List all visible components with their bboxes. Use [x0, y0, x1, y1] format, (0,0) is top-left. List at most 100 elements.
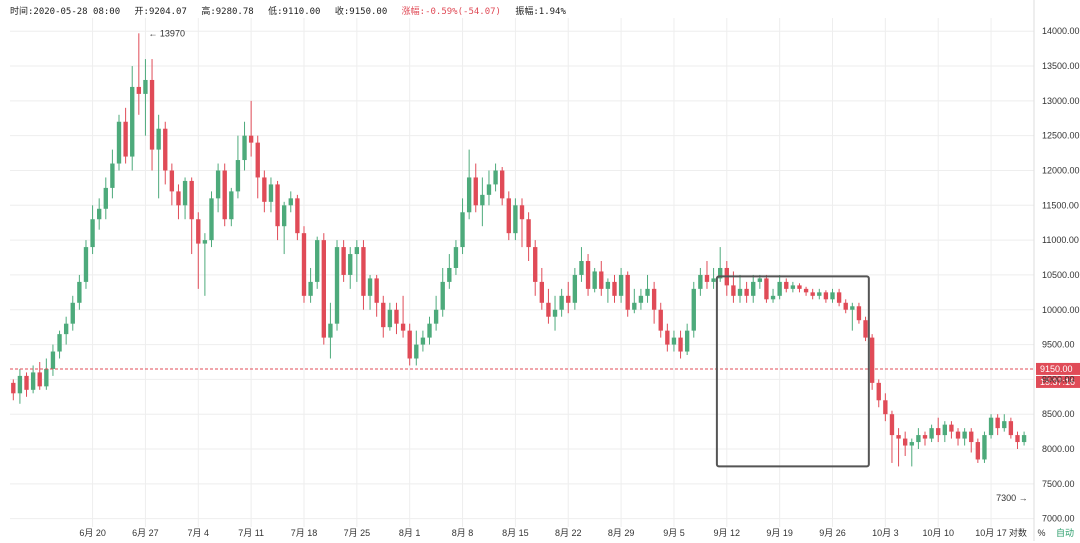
candle-body [1015, 435, 1020, 443]
candle-body [37, 372, 42, 387]
candle-body [407, 330, 412, 359]
candle-body [400, 323, 406, 331]
candle-body [599, 271, 604, 289]
candle-body [149, 79, 155, 150]
current-price-label: 9150.00 [1040, 364, 1073, 374]
candle-body [770, 295, 776, 300]
info-low: 低:9110.00 [268, 7, 321, 17]
x-tick-label: 9月 26 [819, 528, 846, 538]
candle-body [196, 219, 201, 244]
candle-body [176, 191, 181, 206]
candle-body [678, 337, 683, 352]
candle-body [315, 240, 320, 282]
candle-body [110, 163, 115, 188]
candle-body [526, 219, 531, 248]
candle-body [381, 302, 386, 328]
candle-body [215, 170, 221, 199]
candle-body [189, 180, 194, 220]
candle-body [301, 233, 307, 296]
x-tick-label: 8月 29 [608, 528, 635, 538]
candle-body [1008, 421, 1014, 436]
candle-body [869, 337, 875, 383]
candle-body [288, 198, 293, 206]
info-high: 高:9280.78 [201, 7, 254, 17]
candle-body [513, 205, 518, 234]
candle-body [810, 292, 815, 296]
candle-body [143, 79, 148, 94]
auto-scale-button[interactable]: 自动 [1055, 528, 1074, 538]
candle-body [936, 428, 941, 436]
highlight-box [715, 275, 870, 468]
y-tick-label: 14000.00 [1042, 26, 1080, 36]
candle-body [44, 368, 49, 387]
percent-scale-button[interactable]: % [1037, 528, 1046, 538]
candle-body [70, 302, 75, 324]
candle-body [367, 278, 373, 296]
candle-body [460, 212, 465, 248]
candle-body [896, 435, 901, 439]
candle-body [856, 306, 862, 321]
candle-body [592, 271, 597, 289]
candle-body [902, 438, 908, 446]
candle-body [988, 417, 994, 436]
candle-body [737, 288, 743, 296]
candle-body [684, 330, 690, 352]
candle-body [803, 288, 809, 293]
candle-body [883, 400, 888, 415]
candle-body [222, 170, 227, 220]
candle-body [17, 375, 23, 394]
candle-body [579, 261, 584, 275]
candle-body [156, 128, 161, 150]
log-scale-button[interactable]: 对数 [1008, 528, 1027, 538]
x-tick-label: 7月 25 [344, 528, 371, 538]
candle-body [103, 187, 108, 209]
candle-body [248, 135, 254, 143]
candle-body [982, 435, 987, 460]
candle-body [929, 428, 934, 439]
candle-body [50, 351, 56, 369]
candle-body [11, 382, 16, 394]
x-tick-label: 6月 27 [132, 528, 159, 538]
candle-body [361, 247, 366, 296]
candle-body [447, 267, 452, 282]
candle-body [651, 288, 657, 310]
candle-body [295, 198, 300, 234]
candle-body [969, 431, 974, 443]
candle-body [334, 247, 340, 324]
y-tick-label: 7500.00 [1042, 479, 1075, 489]
candle-body [698, 274, 703, 289]
candle-body [519, 205, 525, 220]
info-close: 收:9150.00 [334, 7, 388, 17]
candle-body [480, 194, 485, 206]
y-tick-label: 8000.00 [1042, 444, 1075, 454]
current-price-tag [1036, 362, 1080, 375]
candle-body [559, 295, 564, 310]
y-axis: 7000.00 7500.00 8000.00 8500.00 9000.00 9500.… [1042, 26, 1080, 523]
candle-body [658, 309, 663, 331]
x-tick-label: 7月 18 [291, 528, 318, 538]
info-time: 时间:2020-05-28 08:00 [10, 7, 121, 17]
candle-body [90, 219, 95, 248]
candle-body [506, 198, 511, 234]
x-tick-label: 9月 19 [766, 528, 793, 538]
current-time-tag [1036, 375, 1080, 388]
candle-body [255, 142, 260, 178]
candle-body [572, 274, 578, 303]
candle-body [466, 177, 472, 213]
candle-body [24, 375, 29, 390]
x-tick-label: 7月 4 [188, 528, 210, 538]
candle-body [836, 292, 842, 303]
candle-body [962, 431, 967, 439]
candle-body [427, 323, 432, 338]
candle-body [533, 247, 538, 282]
ohlc-info-bar: 时间:2020-05-28 08:00 开:9204.07 高:9280.78 … [10, 4, 575, 17]
candle-body [790, 285, 796, 289]
candle-body [916, 435, 921, 443]
x-tick-label: 8月 15 [502, 528, 529, 538]
candle-body [235, 160, 241, 192]
candle-body [625, 274, 630, 310]
candle-body [671, 337, 677, 345]
chart-overlay: 9150.00 15:37:16 ← 13970 7300 → [10, 28, 1080, 503]
y-tick-label: 9500.00 [1042, 340, 1075, 350]
